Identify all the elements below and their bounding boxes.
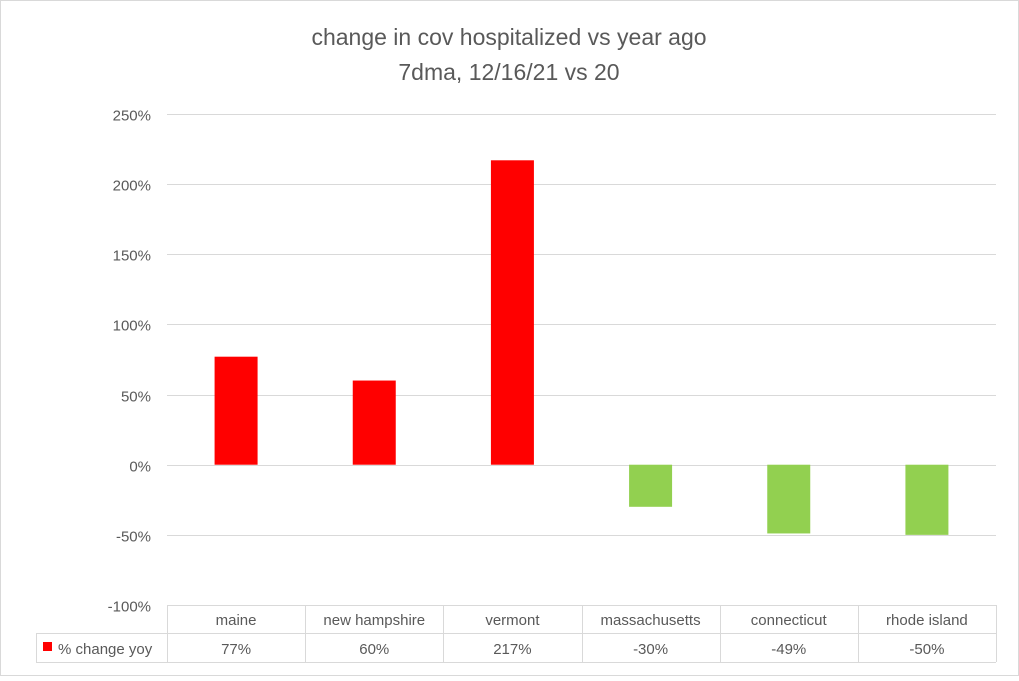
- data-label: -30%: [633, 641, 668, 658]
- y-tick-label: 100%: [113, 318, 151, 335]
- data-table: maine 77% new hampshire 60% vermont 217% massa…: [36, 605, 997, 663]
- bar-rhode-island: [905, 464, 949, 535]
- data-label: 217%: [493, 641, 531, 658]
- bars: [214, 160, 949, 535]
- x-category-label: vermont: [485, 612, 540, 629]
- chart-title: change in cov hospitalized vs year ago: [311, 24, 706, 50]
- y-tick-label: 150%: [113, 248, 151, 265]
- data-label: 60%: [359, 641, 389, 658]
- chart-subtitle: 7dma, 12/16/21 vs 20: [398, 59, 619, 85]
- bar-new-hampshire: [352, 380, 396, 465]
- bar-connecticut: [767, 464, 811, 534]
- legend-series-name: % change yoy: [58, 641, 153, 658]
- y-tick-label: -100%: [108, 599, 151, 616]
- x-category-label: new hampshire: [323, 612, 425, 629]
- x-category-label: maine: [216, 612, 257, 629]
- y-tick-label: -50%: [116, 529, 151, 546]
- bar-massachusetts: [629, 464, 673, 507]
- gridlines: [167, 114, 996, 536]
- y-tick-label: 50%: [121, 389, 151, 406]
- y-axis-tick-labels: -100% -50% 0% 50% 100% 150% 200% 250%: [108, 108, 151, 616]
- data-label: -50%: [909, 641, 944, 658]
- data-label: 77%: [221, 641, 251, 658]
- y-tick-label: 250%: [113, 108, 151, 125]
- y-tick-label: 0%: [129, 459, 151, 476]
- bar-vermont: [490, 160, 534, 465]
- x-category-label: massachusetts: [601, 612, 701, 629]
- x-category-label: rhode island: [886, 612, 968, 629]
- data-label: -49%: [771, 641, 806, 658]
- legend-marker: [43, 642, 52, 651]
- y-tick-label: 200%: [113, 178, 151, 195]
- x-category-label: connecticut: [751, 612, 828, 629]
- bar-maine: [214, 356, 258, 465]
